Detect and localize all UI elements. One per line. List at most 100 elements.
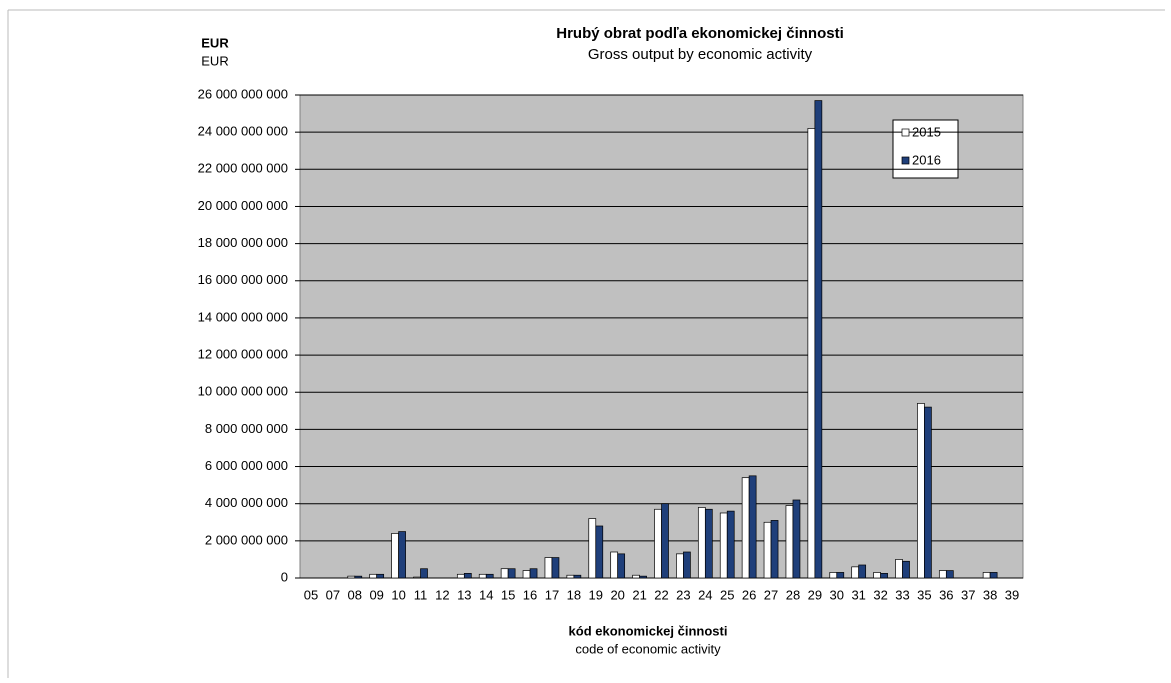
bar — [507, 568, 516, 579]
x-tick-label: 33 — [895, 587, 909, 602]
legend-label: 2016 — [912, 152, 941, 167]
bar — [924, 406, 932, 579]
y-axis-label: EUR — [201, 35, 229, 50]
x-tick-label: 13 — [457, 587, 471, 602]
legend-label: 2015 — [912, 124, 941, 139]
x-tick-label: 22 — [654, 587, 668, 602]
bar — [639, 575, 647, 579]
x-tick-label: 11 — [414, 587, 428, 602]
bar — [544, 557, 553, 579]
bar — [420, 568, 428, 579]
bar — [895, 559, 903, 579]
x-tick-label: 26 — [742, 587, 756, 602]
bar — [726, 510, 735, 579]
bar — [683, 551, 691, 579]
bar — [398, 531, 406, 579]
y-tick-label: 4 000 000 000 — [205, 495, 288, 510]
x-tick-label: 31 — [851, 587, 865, 602]
bar — [982, 572, 991, 579]
y-tick-label: 14 000 000 000 — [198, 309, 288, 324]
x-tick-label: 05 — [304, 587, 318, 602]
x-tick-label: 24 — [698, 587, 712, 602]
y-axis-label-en: EUR — [201, 53, 228, 68]
x-tick-label: 25 — [720, 587, 734, 602]
bar — [529, 568, 538, 579]
bar — [551, 557, 560, 579]
x-tick-label: 16 — [523, 587, 537, 602]
y-tick-label: 24 000 000 000 — [198, 124, 288, 139]
bar — [632, 574, 640, 579]
x-tick-label: 28 — [786, 587, 800, 602]
bar — [902, 560, 910, 579]
y-tick-label: 6 000 000 000 — [205, 458, 288, 473]
bar — [719, 512, 728, 579]
bar — [770, 520, 779, 579]
bar — [676, 553, 684, 579]
y-tick-label: 2 000 000 000 — [205, 532, 288, 547]
bar — [661, 503, 669, 579]
bar — [917, 403, 925, 579]
y-tick-label: 18 000 000 000 — [198, 235, 288, 250]
y-tick-label: 26 000 000 000 — [198, 86, 288, 101]
y-tick-label: 22 000 000 000 — [198, 161, 288, 176]
bar — [369, 573, 378, 579]
bar — [785, 505, 794, 579]
y-tick-label: 0 — [281, 569, 288, 584]
x-tick-label: 14 — [479, 587, 493, 602]
bar — [873, 572, 881, 579]
x-tick-label: 21 — [632, 587, 646, 602]
y-tick-label: 20 000 000 000 — [198, 198, 288, 213]
bar — [573, 574, 582, 579]
bar — [807, 128, 816, 579]
chart-subtitle: Gross output by economic activity — [588, 46, 813, 63]
x-tick-label: 35 — [917, 587, 931, 602]
bar — [456, 573, 465, 579]
x-tick-label: 32 — [873, 587, 887, 602]
bar — [595, 525, 604, 579]
bar — [880, 573, 888, 579]
y-tick-label: 16 000 000 000 — [198, 272, 288, 287]
x-tick-label: 20 — [610, 587, 624, 602]
bar — [485, 573, 494, 579]
bar — [566, 574, 575, 579]
bar — [376, 573, 385, 579]
x-axis-label-en: code of economic activity — [575, 641, 721, 656]
x-tick-label: 29 — [808, 587, 822, 602]
legend-swatch — [901, 156, 910, 165]
bar — [851, 566, 860, 579]
bar — [763, 521, 772, 579]
bar — [413, 576, 421, 579]
bar — [704, 508, 713, 579]
x-tick-label: 19 — [589, 587, 603, 602]
x-tick-label: 12 — [435, 587, 449, 602]
bar — [500, 568, 509, 579]
frame — [7, 9, 1165, 678]
legend-swatch — [901, 128, 910, 137]
bar — [347, 575, 356, 579]
bar — [478, 573, 487, 579]
x-tick-label: 15 — [501, 587, 515, 602]
bar — [654, 508, 662, 579]
bar — [989, 572, 998, 579]
bar — [610, 551, 619, 579]
x-tick-label: 07 — [326, 587, 340, 602]
bar — [792, 499, 801, 579]
y-tick-label: 10 000 000 000 — [198, 384, 288, 399]
bar — [391, 533, 399, 579]
bar — [522, 570, 531, 579]
bar — [748, 475, 757, 579]
x-tick-label: 38 — [983, 587, 997, 602]
y-tick-label: 8 000 000 000 — [205, 421, 288, 436]
bar — [463, 573, 472, 579]
bar — [354, 575, 363, 579]
x-tick-label: 18 — [567, 587, 581, 602]
x-axis-label: kód ekonomickej činnosti — [569, 623, 728, 638]
bar — [858, 564, 867, 579]
bar — [588, 518, 597, 579]
chart-title: Hrubý obrat podľa ekonomickej činnosti — [556, 25, 844, 42]
bar — [697, 507, 706, 579]
x-tick-label: 17 — [545, 587, 559, 602]
bar — [836, 572, 845, 579]
x-tick-label: 30 — [830, 587, 844, 602]
